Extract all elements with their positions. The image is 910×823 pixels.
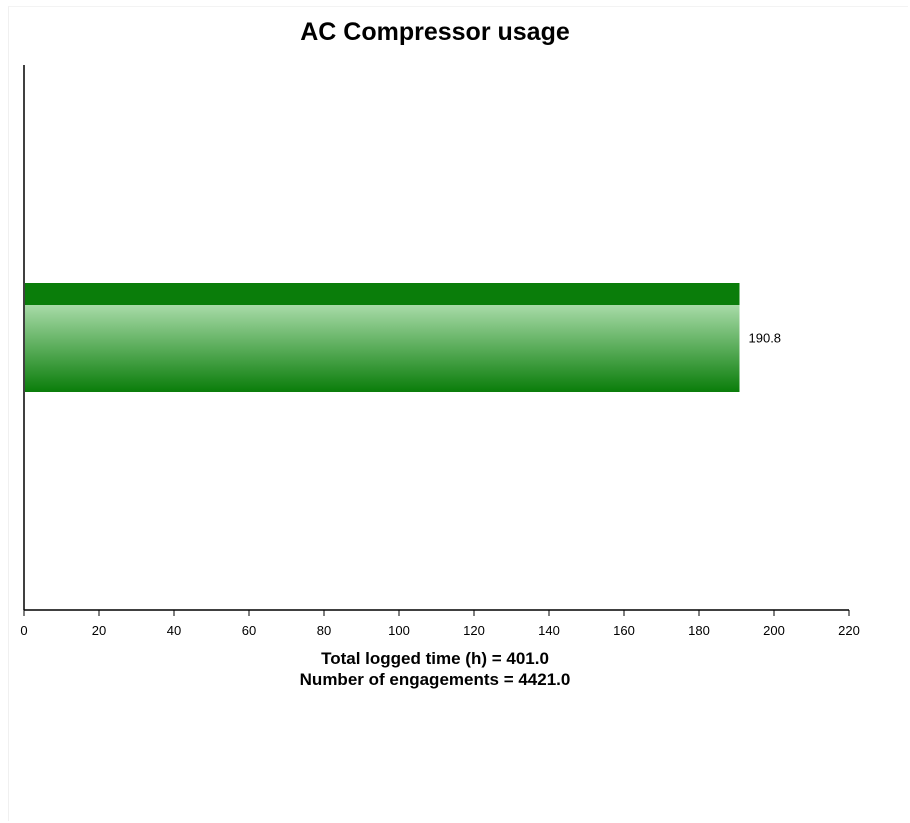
x-tick-label: 0 [20, 623, 27, 638]
x-axis-ticks: 0 20 40 60 80 100 120 140 160 180 200 220 [20, 610, 860, 638]
x-tick-label: 220 [838, 623, 860, 638]
x-tick-label: 20 [92, 623, 106, 638]
x-tick-label: 140 [538, 623, 560, 638]
x-tick-label: 160 [613, 623, 635, 638]
x-tick-label: 180 [688, 623, 710, 638]
x-tick-label: 80 [317, 623, 331, 638]
chart-title: AC Compressor usage [300, 18, 570, 46]
x-tick-label: 100 [388, 623, 410, 638]
bar [25, 283, 740, 392]
bars: 190.8 [25, 283, 781, 392]
bar-value-label: 190.8 [749, 331, 782, 346]
summary-engagements: Number of engagements = 4421.0 [300, 670, 571, 689]
summary-total-time: Total logged time (h) = 401.0 [321, 649, 549, 668]
chart-panel [8, 6, 908, 821]
x-tick-label: 120 [463, 623, 485, 638]
x-tick-label: 200 [763, 623, 785, 638]
x-tick-label: 40 [167, 623, 181, 638]
x-tick-label: 60 [242, 623, 256, 638]
